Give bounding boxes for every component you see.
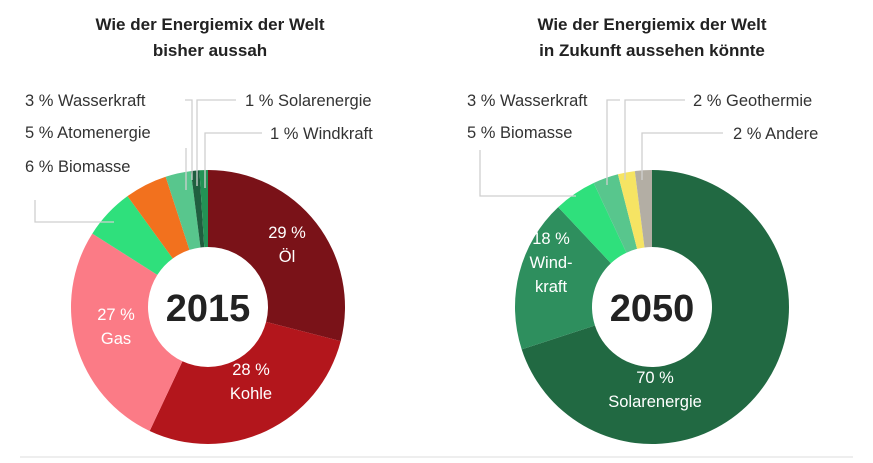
slice-label-windkraft: 18 % (532, 230, 570, 248)
slice-label-kohle: 28 % (232, 361, 270, 379)
slice-label-kohle: Kohle (230, 385, 272, 403)
leader-line-windkraft (204, 132, 262, 188)
leader-line-biomasse (34, 200, 114, 223)
center-year-label: 2015 (166, 288, 251, 330)
slice-label-solarenergie: 70 % (636, 369, 674, 387)
chart-title-line: bisher aussah (153, 41, 267, 60)
slice-atomenergie (127, 176, 190, 259)
chart-title-line: Wie der Energiemix der Welt (537, 15, 766, 34)
slice-label-solarenergie: Solarenergie (608, 393, 702, 411)
slice-label-gas: Gas (101, 330, 131, 348)
slice-windkraft (515, 207, 611, 350)
leader-line-wasserkraft (606, 99, 620, 185)
slice-biomasse (92, 196, 173, 275)
slice-label-oel: 29 % (268, 224, 306, 242)
donut-chart-2050: Wie der Energiemix der Welt in Zukunft au… (467, 15, 818, 444)
slice-solarenergie (521, 170, 790, 444)
slice-label-wasserkraft: 3 % Wasserkraft (25, 92, 146, 110)
slice-andere (634, 170, 652, 248)
slice-kohle (149, 321, 341, 444)
slice-label-wasserkraft: 3 % Wasserkraft (467, 92, 588, 110)
slice-label-windkraft: Wind- (529, 254, 572, 272)
slice-wasserkraft (165, 171, 201, 250)
slice-solarenergie (190, 170, 205, 248)
chart-title-line: in Zukunft aussehen könnte (539, 41, 765, 60)
donut-chart-2015: Wie der Energiemix der Welt bisher aussah… (25, 15, 373, 444)
leader-line-solarenergie (196, 99, 236, 186)
center-year-label: 2050 (610, 288, 695, 330)
leader-line-biomasse (479, 150, 576, 197)
slice-biomasse (558, 183, 627, 264)
slice-oel (208, 170, 345, 342)
slice-label-windkraft: kraft (535, 278, 568, 296)
leader-line-wasserkraft (185, 99, 193, 180)
slice-wasserkraft (593, 174, 638, 253)
slice-gas (70, 233, 183, 431)
slice-windkraft (199, 170, 208, 248)
slice-label-biomasse: 6 % Biomasse (25, 158, 130, 176)
leader-line-andere (641, 132, 723, 180)
chart-title-line: Wie der Energiemix der Welt (95, 15, 324, 34)
slice-label-oel: Öl (279, 248, 296, 266)
slice-geothermie (617, 171, 645, 249)
leader-line-geothermie (624, 99, 685, 180)
slice-label-atomenergie: 5 % Atomenergie (25, 124, 151, 142)
slice-label-windkraft: 1 % Windkraft (270, 125, 373, 143)
slice-label-solarenergie: 1 % Solarenergie (245, 92, 372, 110)
slice-label-gas: 27 % (97, 306, 135, 324)
slice-label-biomasse: 5 % Biomasse (467, 124, 572, 142)
slice-label-andere: 2 % Andere (733, 125, 818, 143)
slice-label-geothermie: 2 % Geothermie (693, 92, 812, 110)
